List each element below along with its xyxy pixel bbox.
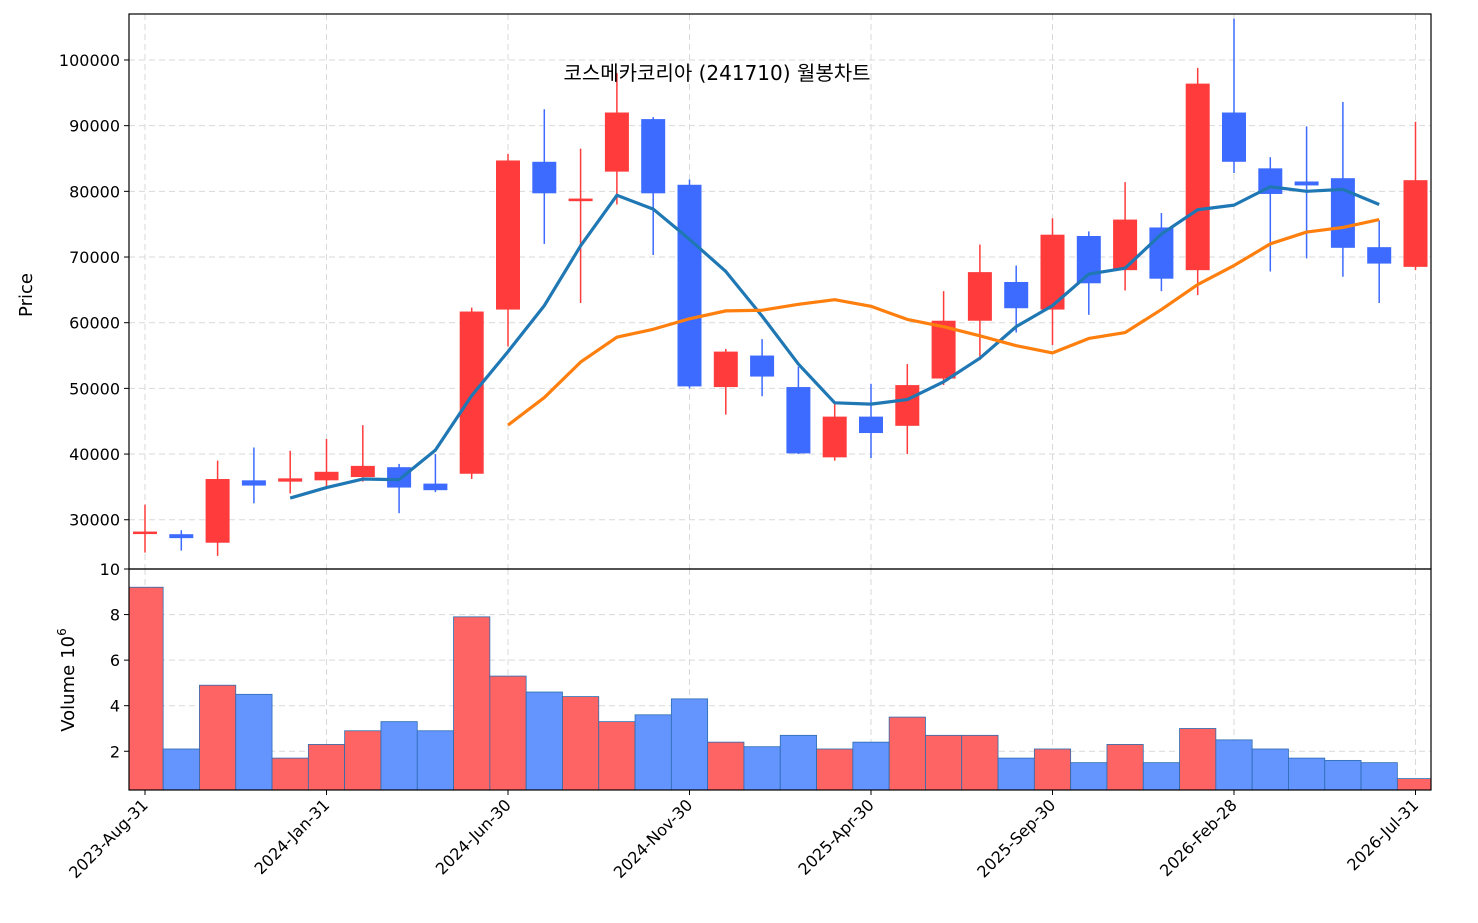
- volume-bar: [634, 714, 672, 791]
- candle-body-down: [859, 416, 883, 434]
- candle-body-up: [278, 478, 303, 482]
- candle-body-down: [423, 483, 448, 491]
- price-tick-label: 50000: [69, 379, 120, 398]
- candle-body-up: [822, 416, 847, 458]
- volume-bar: [816, 748, 854, 791]
- candle-body-up: [1403, 180, 1428, 267]
- candle-body-up: [314, 471, 339, 481]
- volume-tick-label: 6: [110, 651, 120, 670]
- candle-body-down: [677, 184, 702, 387]
- volume-bar: [1106, 744, 1144, 791]
- volume-tick-label: 10: [100, 560, 120, 579]
- volume-bar: [489, 675, 527, 791]
- volume-bar: [416, 730, 454, 791]
- candle-body-up: [496, 160, 520, 310]
- candle-body-up: [604, 112, 629, 172]
- volume-bar: [997, 757, 1035, 791]
- volume-bar: [1324, 759, 1362, 791]
- volume-tick-label: 8: [110, 606, 120, 625]
- volume-bar: [707, 741, 745, 791]
- chart-title: 코스메카코리아 (241710) 월봉차트: [563, 61, 870, 85]
- volume-tick-label: 2: [110, 742, 120, 761]
- price-tick-label: 70000: [69, 248, 120, 267]
- price-tick-label: 60000: [69, 314, 120, 333]
- volume-bar: [1215, 739, 1253, 791]
- volume-bar: [670, 698, 709, 791]
- volume-bar: [307, 744, 346, 791]
- volume-bar: [525, 691, 563, 791]
- volume-bar: [888, 716, 926, 791]
- volume-bar: [128, 586, 164, 791]
- volume-bar: [598, 721, 636, 791]
- moving-average-series: [289, 185, 1380, 500]
- volume-bar: [235, 693, 273, 791]
- candle-body-down: [532, 161, 557, 194]
- candle-body-down: [387, 467, 412, 488]
- candle-body-up: [133, 531, 157, 535]
- candle-body-up: [350, 465, 375, 478]
- volume-axis-label-text: Volume: [58, 665, 79, 732]
- volume-bar: [1142, 762, 1180, 791]
- candle-body-up: [1113, 219, 1138, 271]
- volume-series: [128, 586, 1432, 791]
- volume-bar: [1033, 748, 1072, 791]
- candle-body-down: [1222, 112, 1246, 162]
- price-tick-label: 40000: [69, 445, 120, 464]
- candle-body-down: [1294, 181, 1319, 186]
- volume-bar: [1179, 728, 1217, 791]
- volume-bar: [743, 746, 781, 791]
- volume-panel-frame: [128, 568, 1432, 791]
- volume-axis-label: Volume 106: [55, 628, 79, 732]
- volume-bar: [852, 741, 890, 791]
- price-tick-label: 90000: [69, 117, 120, 136]
- candle-body-down: [786, 387, 811, 454]
- candle-body-up: [1185, 83, 1210, 271]
- volume-axis-exponent: 6: [55, 628, 69, 636]
- candle-body-down: [641, 119, 666, 194]
- price-tick-label: 30000: [69, 511, 120, 530]
- candle-body-down: [1004, 281, 1029, 309]
- candle-body-up: [895, 385, 920, 426]
- volume-bar: [1288, 757, 1326, 791]
- volume-bar: [271, 757, 309, 791]
- volume-bar: [453, 616, 491, 791]
- volume-bar: [1360, 762, 1398, 791]
- volume-y-axis: 2 4 6 8 10: [100, 560, 129, 761]
- ma5-line: [289, 185, 1380, 500]
- volume-tick-label: 4: [110, 697, 120, 716]
- volume-bar: [199, 684, 237, 791]
- volume-bar: [162, 748, 200, 791]
- volume-bar: [562, 696, 600, 791]
- ma10-line: [507, 218, 1380, 427]
- price-axis-label: Price: [16, 273, 37, 317]
- candle-body-up: [459, 311, 484, 474]
- candle-body-up: [931, 320, 956, 379]
- volume-bar: [1396, 778, 1432, 791]
- volume-bar: [1251, 748, 1289, 791]
- candlestick-series: [133, 18, 1428, 556]
- price-tick-label: 80000: [69, 182, 120, 201]
- volume-axis-base: 10: [58, 636, 79, 659]
- candle-body-down: [241, 480, 266, 486]
- price-tick-label: 100000: [59, 51, 120, 70]
- candle-body-down: [1367, 247, 1392, 264]
- candle-body-up: [568, 198, 593, 202]
- candle-body-up: [205, 479, 230, 543]
- volume-bar: [925, 734, 963, 791]
- candle-body-up: [967, 272, 992, 321]
- candle-body-down: [750, 355, 775, 377]
- candle-body-up: [713, 351, 738, 388]
- candle-body-down: [169, 534, 194, 539]
- price-y-axis: 30000 40000 50000 60000 70000 80000 90000 10000…: [59, 51, 129, 530]
- volume-bar: [961, 734, 999, 791]
- volume-bar: [380, 721, 418, 791]
- volume-bar: [1070, 762, 1108, 791]
- volume-bar: [344, 730, 382, 791]
- volume-bar: [779, 734, 817, 791]
